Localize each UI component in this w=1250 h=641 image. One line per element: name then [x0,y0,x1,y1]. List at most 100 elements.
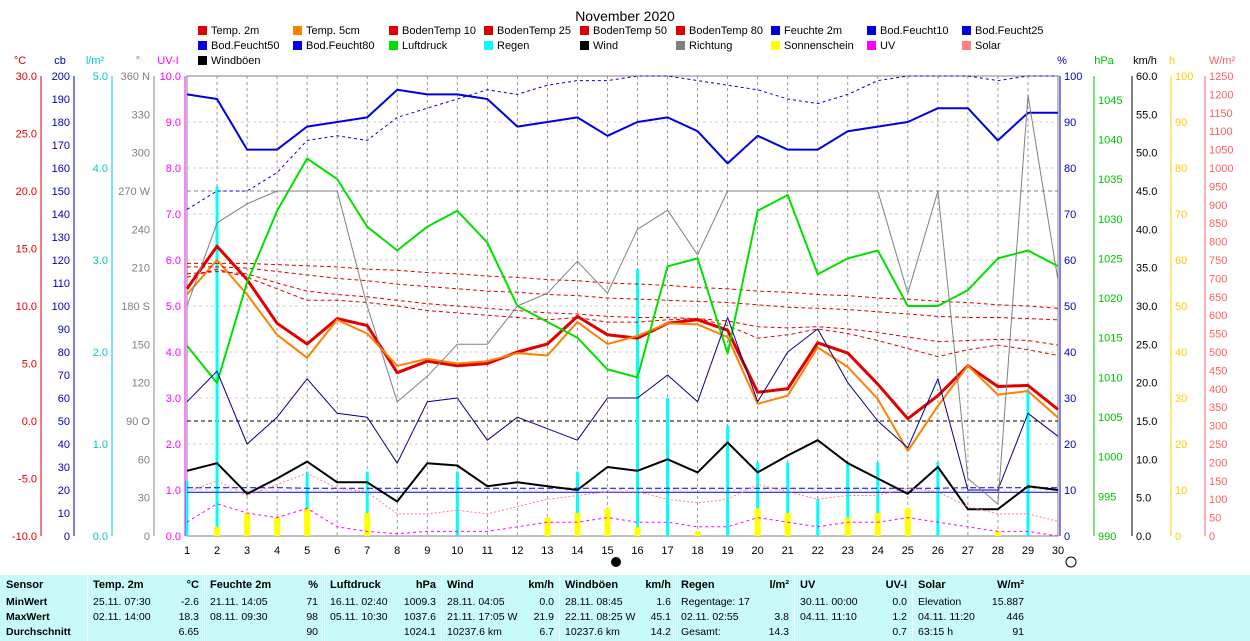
stats-unit: km/h [645,579,671,591]
stats-value: 15.887 [991,596,1024,608]
axis-tick-cb: 0 [64,531,70,543]
x-tick-label: 5 [304,545,310,557]
stats-time: 63:15 h [918,626,954,638]
axis-tick-cb: 170 [52,140,70,152]
axis-tick-solar: 200 [1209,457,1227,469]
stats-time: 10237.6 km [447,626,502,638]
stats-time: 21.11. 17:05 W [447,611,518,623]
sunshine-bar [544,517,551,536]
axis-unit-uv: UV-I [157,55,178,67]
axis-tick-rain: 2.0 [93,347,108,359]
axis-unit-wind: km/h [1133,55,1157,67]
axis-tick-press: 1030 [1098,214,1122,226]
legend-label: UV [880,40,896,52]
axis-tick-dir: 180 S [121,301,150,313]
stats-header: Sensor [6,579,44,591]
axis-tick-temp: -5.0 [18,474,37,486]
axis-tick-press: 1040 [1098,134,1122,146]
axis-tick-sun: 50 [1175,301,1187,313]
axis-unit-hum: % [1057,55,1067,67]
sunshine-bar [754,508,761,536]
legend-label: Sonnenschein [784,40,854,52]
axis-tick-uv: 2.0 [166,439,181,451]
stats-value: 3.8 [774,611,789,623]
legend-label: Feuchte 2m [784,25,842,37]
stats-unit: % [308,579,318,591]
axis-tick-rain: 4.0 [93,163,108,175]
stats-unit: UV-I [885,579,907,591]
axis-tick-cb: 40 [58,439,70,451]
series-line-solar [186,472,1059,522]
axis-tick-solar: 300 [1209,421,1227,433]
series-line-feuchte-2m [186,88,1058,165]
axis-tick-wind: 10.0 [1136,454,1157,466]
legend-swatch [198,26,207,35]
stats-value: 98 [306,611,318,623]
stats-header: UV [800,579,816,591]
stats-unit: °C [186,579,199,591]
stats-time: 30.11. 00:00 [800,596,858,608]
axis-tick-temp: 20.0 [16,186,37,198]
sunshine-bar [304,508,311,536]
x-tick-label: 10 [451,545,463,557]
legend-swatch [580,41,589,50]
stats-time: 02.11. 02:55 [681,611,739,623]
x-tick-label: 17 [661,545,673,557]
rain-bar [455,471,459,536]
stats-section: Wind km/h 28.11. 04:05 0.0 21.11. 17:05 W 21.… [447,575,558,641]
axis-tick-solar: 950 [1209,181,1227,193]
legend-label: Wind [593,40,618,52]
stats-section: Temp. 2m °C 25.11. 07:30 -2.6 02.11. 14:00 18… [93,575,203,641]
axis-tick-hum: 10 [1064,485,1076,497]
series-line-uv [186,503,1059,537]
axis-tick-solar: 400 [1209,384,1227,396]
x-tick-label: 18 [691,545,703,557]
axis-tick-wind: 55.0 [1136,109,1157,121]
axis-tick-press: 995 [1098,491,1116,503]
legend-swatch [389,26,398,35]
stats-header: Luftdruck [330,579,381,591]
legend-swatch [293,41,302,50]
sunshine-bar [214,526,221,536]
axis-tick-cb: 10 [58,508,70,520]
stats-time: 08.11. 09:30 [210,611,268,623]
series-line-richtung [186,94,1059,505]
axis-tick-solar: 1000 [1209,163,1233,175]
series-line-temp-2m [185,244,1059,421]
axis-tick-uv: 7.0 [166,209,181,221]
stats-time: Regentage: 17 [681,596,750,608]
x-tick-label: 29 [1022,545,1034,557]
sunshine-bar [994,531,1001,536]
statistics-table: Sensor MinWert MaxWert Durchschnitt Temp. 2m… [0,575,1250,641]
legend-swatch [676,26,685,35]
axis-tick-cb: 120 [52,255,70,267]
legend-label: Bod.Feucht10 [880,25,949,37]
sunshine-bar [844,517,851,536]
axis-tick-temp: 25.0 [16,129,37,141]
stats-value: 446 [1006,611,1024,623]
stats-value: 1024.1 [403,626,436,638]
axis-tick-cb: 130 [52,232,70,244]
axis-tick-solar: 700 [1209,273,1227,285]
axis-tick-solar: 450 [1209,365,1227,377]
axis-tick-solar: 650 [1209,292,1227,304]
legend-label: Regen [497,40,529,52]
x-tick-label: 2 [214,545,220,557]
series-line-bodentemp-25 [186,271,1059,346]
stats-section: UV UV-I 30.11. 00:00 0.0 04.11. 11:10 1.2 0.7 [800,575,911,641]
axis-tick-dir: 270 W [118,186,150,198]
axis-tick-temp: 30.0 [16,71,37,83]
axis-tick-wind: 0.0 [1136,531,1151,543]
axis-tick-uv: 10.0 [160,71,181,83]
axis-tick-dir: 300 [132,148,150,160]
series-line-bodentemp-50 [187,266,1059,321]
axis-tick-press: 990 [1098,531,1116,543]
axis-tick-solar: 750 [1209,255,1227,267]
axis-tick-temp: 0.0 [22,416,37,428]
axis-tick-solar: 500 [1209,347,1227,359]
stats-separator [559,575,560,641]
axis-tick-hum: 80 [1064,163,1076,175]
axis-tick-cb: 110 [52,278,70,290]
axis-tick-dir: 240 [132,224,150,236]
axis-tick-sun: 70 [1175,209,1187,221]
